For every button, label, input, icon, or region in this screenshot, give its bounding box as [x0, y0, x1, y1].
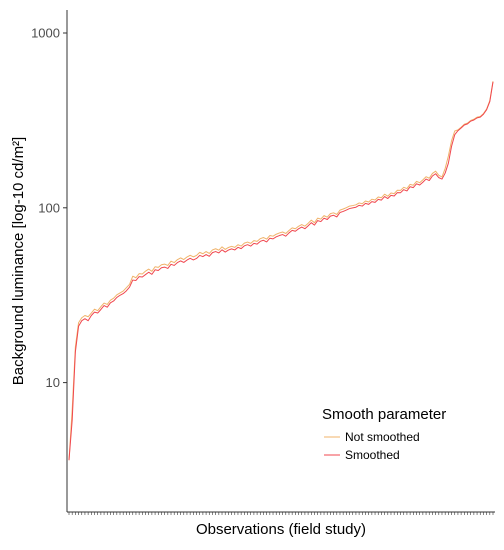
- y-tick-label: 100: [38, 200, 60, 215]
- legend-label-not-smoothed: Not smoothed: [345, 430, 420, 444]
- legend-label-smoothed: Smoothed: [345, 448, 400, 462]
- y-tick-label: 10: [46, 375, 60, 390]
- plot-lines: [68, 81, 494, 461]
- legend: Smooth parameter Not smoothed Smoothed: [322, 406, 446, 462]
- y-axis: 10 100 1000: [31, 26, 67, 390]
- y-tick-label: 1000: [31, 26, 60, 41]
- series-line-smoothed: [68, 81, 494, 461]
- series-line-not-smoothed: [68, 81, 494, 461]
- x-axis-title: Observations (field study): [196, 521, 366, 538]
- y-axis-title: Background luminance [log-10 cd/m²]: [10, 137, 27, 385]
- legend-title: Smooth parameter: [322, 406, 446, 423]
